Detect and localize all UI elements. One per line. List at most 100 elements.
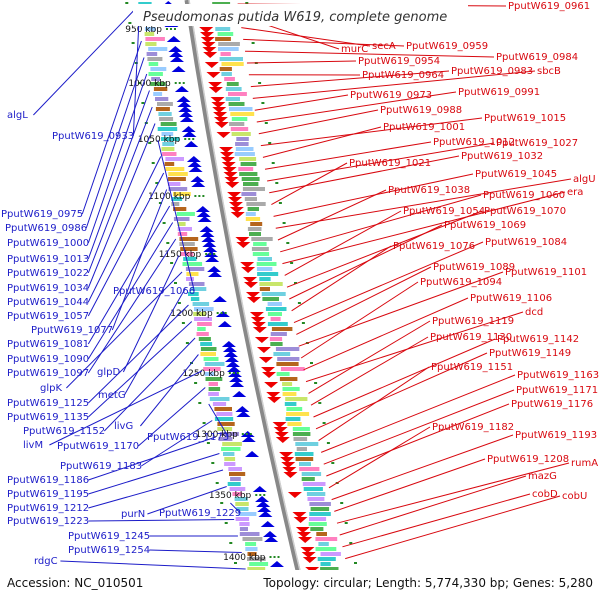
forward-gene-arrow bbox=[298, 537, 313, 543]
genome-summary-text: Topology: circular; Length: 5,774,330 bp… bbox=[262, 576, 593, 590]
right-leader-line bbox=[241, 27, 371, 47]
right-leader-line bbox=[262, 126, 382, 158]
reverse-gene-label: PputW619_1170 bbox=[57, 441, 139, 452]
reverse-gene-arrow bbox=[187, 161, 202, 167]
forward-gene-arrow bbox=[208, 87, 223, 93]
cog-feature-outer bbox=[245, 217, 261, 221]
cog-feature-inner bbox=[162, 142, 175, 146]
cog-feature-outer bbox=[225, 87, 242, 91]
cog-feature-outer bbox=[257, 257, 272, 261]
forward-gene-label: murC bbox=[341, 44, 368, 55]
forward-gene-arrow bbox=[213, 117, 228, 123]
left-leader-line bbox=[85, 57, 145, 229]
forward-gene-label: PputW619_0954 bbox=[358, 56, 440, 67]
left-leader-line bbox=[87, 238, 177, 374]
right-leader-line bbox=[318, 366, 430, 442]
reverse-gene-arrow bbox=[174, 86, 189, 92]
scale-dot bbox=[215, 482, 219, 484]
scale-dot bbox=[268, 142, 272, 144]
reverse-gene-label: PputW619_1081 bbox=[7, 339, 89, 350]
cog-feature-outer bbox=[276, 362, 299, 366]
cog-feature-outer bbox=[309, 512, 331, 516]
forward-gene-arrow bbox=[221, 162, 236, 168]
leader-line-layer bbox=[33, 3, 572, 570]
scale-dot bbox=[318, 402, 322, 404]
left-leader-line bbox=[60, 560, 246, 570]
forward-gene-arrow bbox=[264, 382, 279, 388]
reverse-gene-arrow bbox=[245, 451, 260, 457]
forward-gene-arrow bbox=[243, 282, 258, 288]
reverse-gene-arrow bbox=[176, 96, 191, 102]
cog-feature-inner bbox=[168, 172, 188, 176]
left-leader-line bbox=[88, 469, 224, 509]
scale-dot bbox=[286, 242, 290, 244]
cog-feature-inner bbox=[190, 297, 200, 301]
forward-gene-arrow bbox=[283, 472, 298, 478]
reverse-gene-arrow bbox=[229, 376, 244, 382]
reverse-gene-label: rdgC bbox=[34, 556, 58, 567]
right-leader-line bbox=[345, 495, 561, 560]
left-leader-line bbox=[49, 370, 203, 446]
cog-feature-inner bbox=[197, 322, 212, 326]
reverse-gene-arrow bbox=[182, 131, 197, 137]
reverse-gene-label: glpD bbox=[97, 367, 120, 378]
forward-gene-arrow bbox=[279, 452, 294, 458]
cog-feature-inner bbox=[200, 342, 213, 346]
cog-feature-inner bbox=[217, 422, 235, 426]
scale-dot bbox=[251, 42, 255, 44]
forward-gene-arrow bbox=[301, 552, 316, 558]
cog-feature-outer bbox=[231, 132, 251, 136]
forward-gene-arrow bbox=[241, 267, 256, 273]
reverse-gene-arrow bbox=[223, 351, 238, 357]
reverse-gene-arrow bbox=[230, 381, 245, 387]
forward-gene-label: PputW619_0959 bbox=[406, 41, 488, 52]
cog-feature-inner bbox=[219, 432, 239, 436]
cog-feature-outer bbox=[242, 187, 265, 191]
cog-feature-outer bbox=[234, 152, 255, 156]
scale-dot bbox=[297, 302, 301, 304]
cog-feature-outer bbox=[282, 387, 300, 391]
cog-feature-inner bbox=[148, 72, 163, 76]
forward-gene-arrow bbox=[295, 527, 310, 533]
forward-gene-label: rumA bbox=[571, 458, 598, 469]
cog-feature-outer bbox=[236, 137, 249, 141]
scale-dot bbox=[138, 82, 142, 84]
right-leader-line bbox=[342, 493, 531, 548]
cog-feature-inner bbox=[239, 532, 260, 536]
right-leader-line bbox=[334, 458, 486, 512]
forward-gene-arrow bbox=[219, 152, 234, 158]
forward-gene-label: PputW619_1054 bbox=[403, 206, 485, 217]
forward-gene-label: PputW619_1151 bbox=[431, 362, 513, 373]
reverse-gene-arrow bbox=[232, 391, 247, 397]
forward-gene-arrow bbox=[280, 457, 295, 463]
reverse-gene-arrow bbox=[236, 411, 251, 417]
cog-feature-inner bbox=[146, 52, 158, 56]
cog-feature-outer bbox=[247, 207, 259, 211]
cog-feature-outer bbox=[285, 417, 301, 421]
cog-feature-inner bbox=[196, 332, 209, 336]
forward-gene-arrow bbox=[281, 462, 296, 468]
cog-feature-inner bbox=[227, 482, 241, 486]
reverse-gene-arrow bbox=[258, 511, 273, 517]
reverse-gene-arrow bbox=[169, 51, 184, 57]
cog-feature-outer bbox=[249, 232, 261, 236]
scale-dot bbox=[234, 562, 237, 564]
left-leader-line bbox=[149, 549, 242, 553]
scale-dot bbox=[170, 262, 174, 264]
left-leader-line bbox=[66, 271, 183, 389]
right-leader-line bbox=[310, 336, 429, 406]
scale-dot bbox=[141, 102, 145, 104]
forward-gene-label: PputW619_0961 bbox=[508, 1, 590, 12]
cog-feature-inner bbox=[185, 267, 205, 271]
reverse-gene-arrow bbox=[224, 356, 239, 362]
right-leader-line bbox=[339, 475, 527, 536]
scale-dot bbox=[261, 102, 265, 104]
cog-feature-inner bbox=[168, 177, 186, 181]
scale-dot bbox=[166, 242, 170, 244]
forward-gene-label: PputW619_0984 bbox=[496, 52, 578, 63]
cog-feature-inner bbox=[177, 232, 188, 236]
feature-layer bbox=[125, 1, 362, 598]
cog-feature-outer bbox=[277, 357, 300, 361]
cog-feature-outer bbox=[259, 282, 283, 286]
scale-dot bbox=[224, 522, 228, 524]
